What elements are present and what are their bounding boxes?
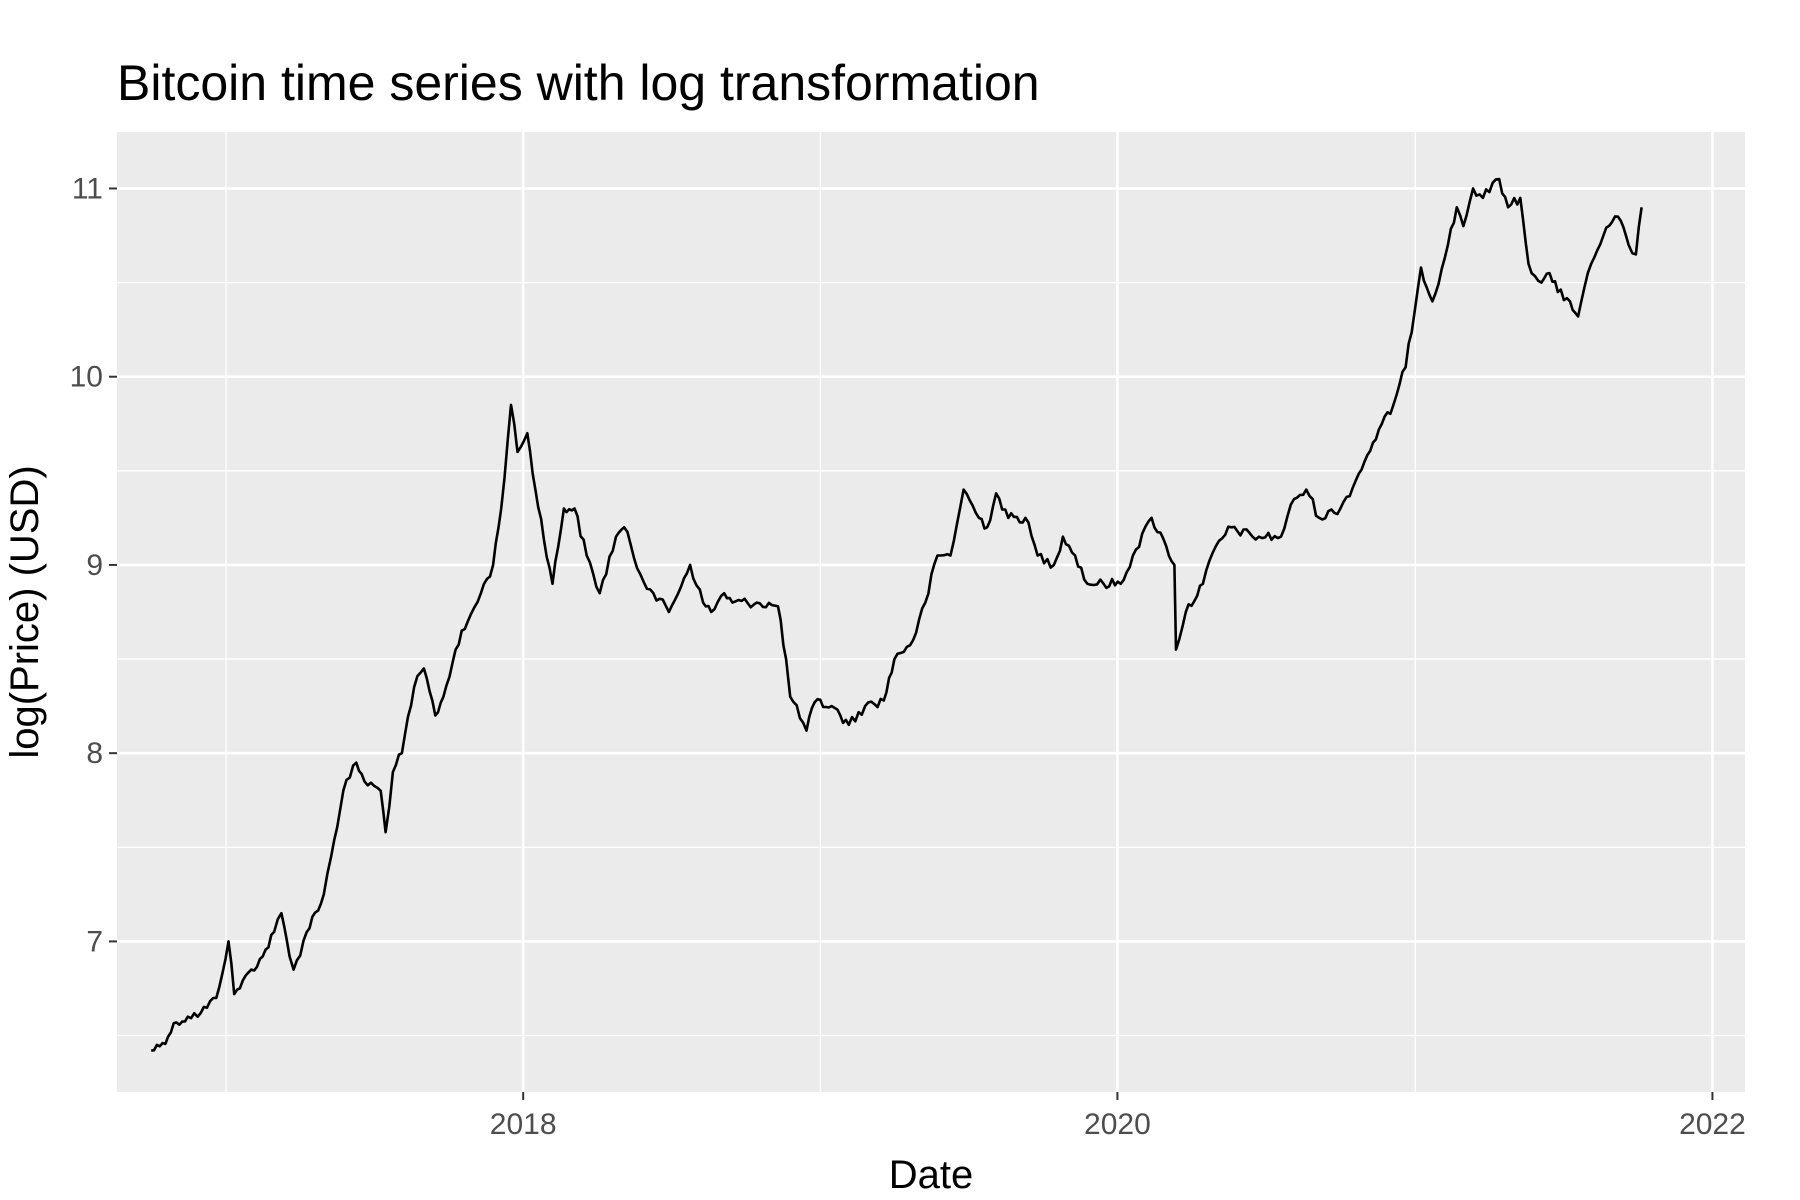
y-axis-title: log(Price) (USD) — [3, 465, 47, 758]
x-tick-label: 2020 — [1084, 1108, 1151, 1141]
price-line — [151, 177, 1643, 1052]
y-axis: 7 8 9 10 11 — [70, 172, 117, 958]
x-axis-title: Date — [889, 1153, 974, 1197]
y-tick-label: 8 — [86, 737, 103, 770]
y-tick-label: 11 — [72, 172, 103, 205]
y-tick-label: 10 — [70, 361, 103, 394]
minor-grid — [117, 132, 1745, 1092]
y-tick-label: 9 — [86, 549, 103, 582]
x-tick-label: 2018 — [490, 1108, 557, 1141]
y-tick-label: 7 — [86, 925, 103, 958]
plot-panel — [117, 132, 1745, 1092]
chart-title: Bitcoin time series with log transformat… — [117, 55, 1040, 111]
x-tick-label: 2022 — [1679, 1108, 1746, 1141]
x-axis: 2018 2020 2022 — [490, 1092, 1746, 1141]
